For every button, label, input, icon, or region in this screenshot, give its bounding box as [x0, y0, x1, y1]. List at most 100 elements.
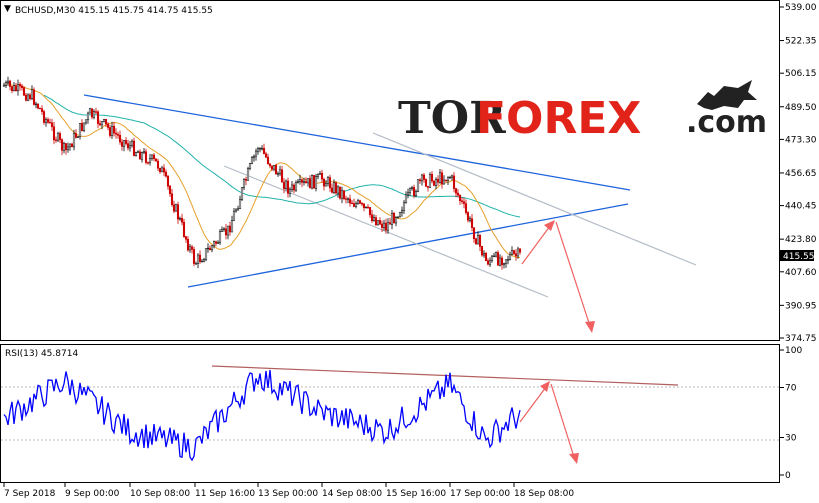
price-panel[interactable] [0, 0, 780, 341]
time-tick-label: 17 Sep 00:00 [450, 489, 510, 499]
candle-body [30, 89, 34, 100]
lower-triangle-trendline[interactable] [187, 203, 629, 288]
candle-body [356, 200, 360, 204]
candle-body [20, 85, 24, 88]
candle-body [420, 174, 424, 182]
candle-body [486, 260, 490, 265]
candle-body [68, 143, 72, 148]
candle-body [300, 179, 304, 183]
candle-body [144, 151, 148, 163]
candle-body [112, 125, 116, 134]
candle-body [252, 155, 256, 158]
candle-body [60, 139, 64, 151]
candle-body [318, 173, 322, 175]
current-price-value: 415.55 [783, 252, 815, 262]
candle-body [232, 210, 236, 221]
candle-body [346, 198, 350, 200]
candle-body [450, 175, 454, 178]
candle-body [120, 141, 124, 147]
candle-body [302, 181, 306, 183]
rsi-axis[interactable]: 100 70 30 0 [780, 346, 802, 481]
candle-body [214, 241, 218, 244]
candle-body [238, 199, 242, 210]
candle-body [326, 177, 330, 184]
candle-body [38, 107, 42, 110]
time-tick-label: 10 Sep 08:00 [130, 489, 190, 499]
candle-body [154, 158, 158, 162]
candle-body [308, 178, 312, 189]
candle-body [490, 255, 494, 262]
candle-body [272, 164, 276, 170]
candle-body [204, 248, 208, 260]
candle-body [110, 125, 114, 136]
candle-body [168, 185, 172, 194]
candle-body [478, 235, 482, 247]
candle-body [480, 246, 484, 256]
candle-body [430, 174, 434, 182]
candle-body [404, 194, 408, 204]
candle-body [334, 182, 338, 194]
candle-body [130, 140, 134, 146]
time-axis[interactable]: 7 Sep 2018 9 Sep 00:00 10 Sep 08:00 11 Sep … [3, 483, 574, 499]
candle-body [446, 177, 450, 181]
candle-body [434, 178, 438, 186]
candle-body [284, 180, 288, 189]
price-axis[interactable]: 539.00 522.35 506.15 489.50 473.30 456.65 440.… [780, 3, 817, 344]
candle-body [88, 108, 92, 114]
candle-body [216, 242, 220, 244]
candle-body [438, 172, 442, 183]
candle-body [464, 203, 468, 213]
candle-body [104, 119, 108, 125]
candlestick-series [2, 76, 522, 270]
candle-body [256, 148, 260, 152]
candle-body [190, 246, 194, 250]
candle-body [250, 157, 254, 164]
candle-body [432, 180, 436, 186]
candle-body [342, 190, 346, 199]
candle-body [254, 150, 258, 157]
candle-body [340, 190, 344, 199]
candle-body [240, 187, 244, 200]
upper-triangle-trendline[interactable] [83, 94, 631, 191]
candle-body [44, 119, 48, 123]
dropdown-triangle-icon[interactable]: ▼ [4, 4, 11, 14]
candle-body [416, 179, 420, 192]
price-tick-label: 374.75 [785, 334, 817, 344]
candle-body [224, 228, 228, 236]
candle-body [344, 198, 348, 200]
candle-body [246, 168, 250, 181]
current-price-tag: 415.55 [780, 250, 815, 262]
candle-body [514, 253, 518, 257]
candle-body [444, 179, 448, 182]
candle-body [320, 173, 324, 180]
rsi-trendline[interactable] [211, 365, 679, 386]
candle-body [516, 248, 520, 257]
candle-body [508, 254, 512, 260]
candle-body [186, 239, 190, 251]
candle-body [156, 160, 160, 169]
candle-body [8, 80, 12, 87]
candle-body [142, 151, 146, 153]
channel-line-upper[interactable] [372, 132, 697, 266]
time-tick-label: 9 Sep 00:00 [65, 489, 120, 499]
candle-body [96, 111, 100, 124]
candle-body [470, 218, 474, 228]
candle-body [16, 84, 20, 91]
candle-body [400, 210, 404, 213]
candle-body [482, 253, 486, 256]
price-tick-label: 522.35 [785, 37, 817, 47]
candle-body [358, 200, 362, 204]
price-tick-label: 489.50 [785, 103, 817, 113]
candle-body [124, 140, 128, 144]
candle-body [62, 143, 66, 151]
candle-body [282, 181, 286, 189]
candle-body [34, 103, 38, 106]
candle-body [512, 250, 516, 254]
candle-body [312, 175, 316, 189]
candle-body [244, 179, 248, 181]
candle-body [442, 179, 446, 185]
candle-body [412, 187, 416, 196]
candle-body [86, 112, 90, 121]
rsi-panel[interactable] [0, 344, 780, 483]
